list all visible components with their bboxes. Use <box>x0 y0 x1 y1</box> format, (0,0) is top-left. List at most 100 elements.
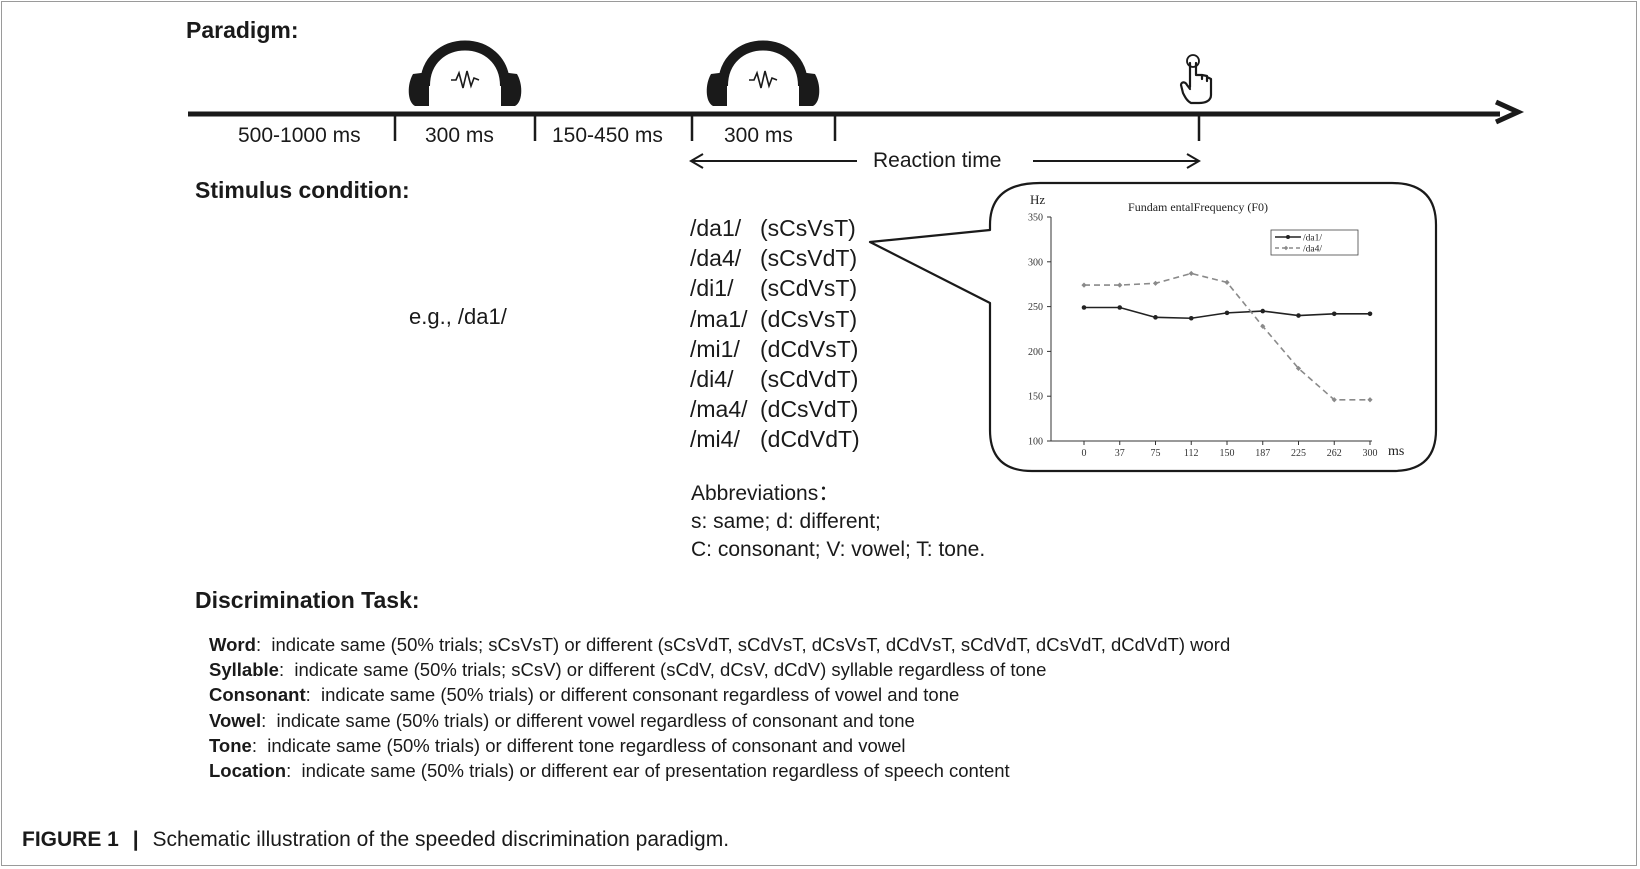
task-item: Word: indicate same (50% trials; sCsVsT)… <box>209 632 1230 657</box>
pointing-hand-icon <box>1179 54 1213 105</box>
reaction-arrowhead-left <box>689 153 704 169</box>
chart-y-axis-label: Hz <box>1030 192 1045 207</box>
chart-data-point <box>1260 323 1266 329</box>
task-item-label: Vowel <box>209 709 262 731</box>
stimulus-example: e.g., /da1/ <box>409 304 507 329</box>
chart-legend-box <box>1270 229 1359 256</box>
paradigm-heading: Paradigm: <box>186 17 299 43</box>
chart-legend-label: /da1/ <box>1303 234 1322 244</box>
chart-data-point <box>1260 308 1266 314</box>
task-item: Location: indicate same (50% trials) or … <box>209 758 1230 783</box>
stimulus-code: (dCsVsT) <box>760 305 858 332</box>
stimulus-code: (sCsVsT) <box>760 215 856 241</box>
chart-x-tick-label: 225 <box>1291 448 1306 459</box>
chart-data-point <box>1152 280 1159 286</box>
chart-title: Fundam entalFrequency (F0) <box>1128 200 1268 214</box>
stimulus-item: /ma4/ (dCsVdT) <box>690 394 860 424</box>
chart-data-point <box>1367 311 1373 317</box>
chart-x-tick-label: 37 <box>1115 448 1125 459</box>
stimulus-heading: Stimulus condition: <box>195 177 410 203</box>
stimulus-item: /ma1/ (dCsVsT) <box>690 304 860 334</box>
stimulus-syllable: /mi4/ <box>690 426 740 453</box>
stimulus-syllable: /ma1/ <box>690 305 748 332</box>
caption-text: Schematic illustration of the speeded di… <box>152 828 730 851</box>
abbreviations-block: Abbreviations： s: same; d: different; C:… <box>691 480 985 564</box>
stimulus-code: (sCsVdT) <box>760 245 858 272</box>
task-item-label: Location <box>209 760 287 782</box>
task-item-text: : indicate same (50% trials) or differen… <box>286 760 1010 782</box>
task-item-label: Word <box>209 634 256 655</box>
task-item: Tone: indicate same (50% trials) or diff… <box>209 733 1230 758</box>
chart-data-point <box>1331 311 1337 317</box>
chart-legend-label: /da4/ <box>1303 245 1322 255</box>
stimulus-item: /di1/ (sCdVsT) <box>690 273 860 303</box>
chart-y-tick-label: 150 <box>1028 392 1043 403</box>
stimulus-code: (sCdVsT) <box>760 275 858 302</box>
segment-label: 150-450 ms <box>552 124 663 147</box>
timeline-arrowhead <box>1494 99 1525 125</box>
task-item: Consonant: indicate same (50% trials) or… <box>209 682 1230 707</box>
task-item-label: Tone <box>209 734 252 756</box>
chart-series-line <box>1084 272 1370 401</box>
stimulus-item: /mi4/ (dCdVdT) <box>690 424 860 454</box>
stimulus-syllable: /da1/ <box>690 215 742 241</box>
chart-data-point <box>1188 315 1194 321</box>
reaction-time-label: Reaction time <box>873 149 1002 172</box>
segment-label: 500-1000 ms <box>238 124 361 147</box>
stimulus-syllable: /da4/ <box>690 245 742 272</box>
task-item-label: Consonant <box>209 684 306 706</box>
chart-y-tick-label: 300 <box>1028 257 1043 268</box>
chart-x-axis-label: ms <box>1388 444 1404 459</box>
chart-data-point <box>1188 270 1194 277</box>
chart-data-point <box>1331 397 1337 403</box>
chart-y-tick-label: 350 <box>1028 213 1043 224</box>
chart-data-point <box>1224 279 1230 286</box>
chart-y-tick-label: 200 <box>1028 347 1043 358</box>
stimulus-list: /da1/(sCsVsT)/da4/(sCsVdT)/di1/(sCdVsT) /… <box>690 213 860 455</box>
task-item-text: : indicate same (50% trials) or differen… <box>305 684 960 706</box>
chart-x-tick-label: 75 <box>1151 448 1161 459</box>
stimulus-item: /di4/ (sCdVdT) <box>690 364 860 394</box>
stimulus-item: /da1/ (sCsVsT) <box>690 213 860 243</box>
task-item: Syllable: indicate same (50% trials; sCs… <box>209 657 1230 682</box>
chart-data-point <box>1224 310 1230 316</box>
chart-data-point <box>1081 305 1087 310</box>
chart-y-tick-label: 100 <box>1028 437 1043 448</box>
stimulus-code: (dCdVdT) <box>760 426 860 453</box>
abbreviations-title: Abbreviations： <box>691 482 840 505</box>
task-item-text: : indicate same (50% trials) or differen… <box>261 709 915 731</box>
task-list: Word: indicate same (50% trials; sCsVsT)… <box>209 632 1230 783</box>
chart-data-point <box>1295 365 1302 372</box>
chart-data-point <box>1153 315 1158 320</box>
segment-label: 300 ms <box>724 124 793 147</box>
task-item-text: : indicate same (50% trials; sCsV) or di… <box>278 659 1047 681</box>
stimulus-syllable: /ma4/ <box>690 396 748 423</box>
stimulus-syllable: /di1/ <box>690 275 734 302</box>
stimulus-item: /da4/ (sCsVdT) <box>690 243 860 273</box>
task-item: Vowel: indicate same (50% trials) or dif… <box>209 708 1230 733</box>
chart-x-tick-label: 0 <box>1082 448 1087 459</box>
chart-legend-marker <box>1283 245 1289 251</box>
headphones-icon <box>706 40 820 106</box>
headphones-icon <box>408 40 522 106</box>
chart-x-tick-label: 262 <box>1327 448 1342 459</box>
stimulus-code: (dCsVdT) <box>760 396 859 423</box>
chart-x-tick-label: 300 <box>1363 448 1378 459</box>
figure-caption: FIGURE 1 | Schematic illustration of the… <box>22 828 729 852</box>
chart-x-tick-label: 187 <box>1255 448 1270 459</box>
chart-legend-marker <box>1286 235 1290 239</box>
task-item-text: : indicate same (50% trials) or differen… <box>251 734 906 756</box>
caption-label: FIGURE 1 <box>22 828 119 851</box>
chart-x-tick-label: 112 <box>1184 448 1199 459</box>
abbreviations-line: C: consonant; V: vowel; T: tone. <box>691 538 986 561</box>
chart-data-point <box>1117 282 1123 288</box>
segment-label: 300 ms <box>425 124 494 147</box>
stimulus-syllable: /di4/ <box>690 366 734 393</box>
chart-data-point <box>1117 305 1123 310</box>
chart-data-point <box>1367 397 1373 403</box>
task-item-label: Syllable <box>209 659 279 681</box>
stimulus-syllable: /mi1/ <box>690 335 740 362</box>
stimulus-code: (dCdVsT) <box>760 335 859 362</box>
